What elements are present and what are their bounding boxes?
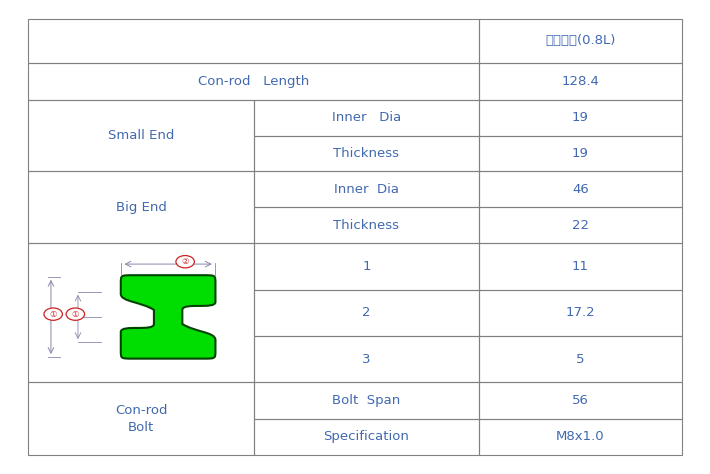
Circle shape — [66, 308, 84, 320]
Circle shape — [44, 308, 62, 320]
Text: 22: 22 — [572, 219, 589, 232]
Text: 1: 1 — [362, 260, 371, 273]
Bar — [253, 419, 479, 455]
PathPatch shape — [121, 275, 215, 359]
Text: Thickness: Thickness — [334, 219, 400, 232]
Text: 3: 3 — [362, 353, 371, 365]
Circle shape — [176, 255, 195, 268]
Bar — [253, 172, 479, 207]
Text: Bolt  Span: Bolt Span — [332, 394, 400, 407]
Bar — [28, 63, 479, 100]
Text: 11: 11 — [572, 260, 589, 273]
Text: 개발엔진(0.8L): 개발엔진(0.8L) — [545, 35, 616, 47]
Bar — [28, 243, 253, 382]
Bar — [253, 136, 479, 172]
Bar — [479, 336, 682, 382]
Text: 2: 2 — [362, 306, 371, 319]
Bar — [28, 19, 479, 63]
Text: Inner  Dia: Inner Dia — [334, 183, 399, 196]
Text: Specification: Specification — [324, 430, 410, 443]
Bar — [28, 382, 253, 455]
Text: 17.2: 17.2 — [566, 306, 595, 319]
Bar — [479, 63, 682, 100]
Bar — [253, 207, 479, 243]
Text: ①: ① — [72, 310, 79, 319]
Bar — [253, 382, 479, 419]
Text: 19: 19 — [572, 147, 589, 160]
Text: ①: ① — [50, 310, 57, 319]
Bar — [479, 172, 682, 207]
Text: Thickness: Thickness — [334, 147, 400, 160]
Bar — [253, 243, 479, 290]
Text: 19: 19 — [572, 111, 589, 124]
Bar — [479, 419, 682, 455]
Bar — [253, 100, 479, 136]
Bar — [479, 290, 682, 336]
Text: 128.4: 128.4 — [562, 75, 599, 88]
Text: Inner   Dia: Inner Dia — [332, 111, 401, 124]
Text: ②: ② — [182, 257, 189, 266]
Text: Con-rod
Bolt: Con-rod Bolt — [115, 404, 168, 434]
Bar — [479, 19, 682, 63]
Text: Small End: Small End — [108, 129, 174, 142]
Text: M8x1.0: M8x1.0 — [556, 430, 605, 443]
Bar — [479, 243, 682, 290]
Bar — [479, 207, 682, 243]
Bar — [253, 290, 479, 336]
Bar — [479, 100, 682, 136]
Text: 46: 46 — [572, 183, 589, 196]
Text: 56: 56 — [572, 394, 589, 407]
Text: Con-rod   Length: Con-rod Length — [198, 75, 310, 88]
Bar — [28, 100, 253, 172]
Bar — [479, 382, 682, 419]
Text: 5: 5 — [576, 353, 584, 365]
Bar — [253, 336, 479, 382]
Bar — [479, 136, 682, 172]
Bar — [28, 172, 253, 243]
Text: Big End: Big End — [116, 201, 167, 214]
